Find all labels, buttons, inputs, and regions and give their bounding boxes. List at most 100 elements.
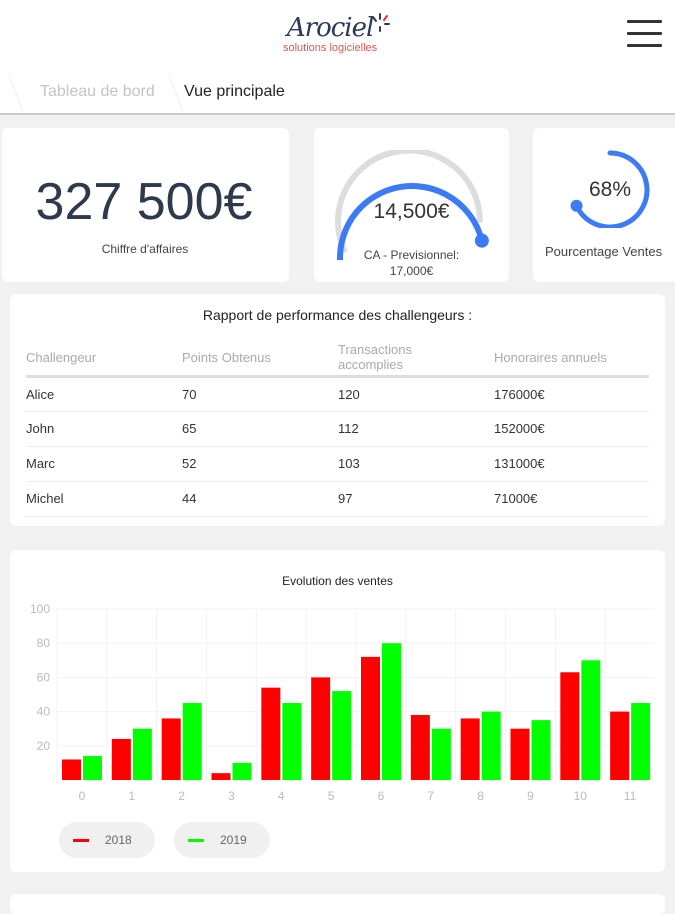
legend-2018-swatch	[73, 838, 89, 842]
bar-2019-5[interactable]	[332, 691, 352, 780]
revenue-label: Chiffre d'affaires	[101, 242, 189, 256]
breadcrumb-vue-principale: Vue principale	[184, 83, 285, 100]
chart-title: Evolution des ventes	[282, 574, 393, 588]
bar-2019-2[interactable]	[182, 703, 202, 780]
bar-2019-6[interactable]	[382, 643, 401, 780]
legend-2019[interactable]: 2019	[174, 822, 270, 858]
x-tick-label: 4	[278, 789, 285, 803]
bar-2019-3[interactable]	[232, 762, 252, 780]
bar-2018-6[interactable]	[361, 656, 380, 780]
table-cell: 152000€	[494, 411, 649, 447]
x-tick-label: 9	[527, 789, 534, 803]
breadcrumb-separator	[157, 74, 183, 110]
column-header: Challengeur	[26, 340, 182, 378]
column-header: Transactions accomplies	[338, 340, 494, 378]
logo-main-text: Arociel	[286, 13, 374, 43]
y-tick-label: 60	[37, 670, 51, 684]
legend-2018[interactable]: 2018	[59, 822, 155, 858]
legend-2018-label: 2018	[105, 833, 132, 847]
x-tick-label: 11	[624, 789, 637, 803]
y-tick-label: 80	[37, 636, 51, 650]
x-tick-label: 7	[427, 789, 434, 803]
forecast-gauge	[335, 150, 489, 260]
percentage-value: 68%	[588, 178, 632, 201]
bar-2018-2[interactable]	[161, 718, 181, 780]
x-tick-label: 2	[178, 789, 185, 803]
table-cell: 65	[182, 411, 338, 447]
table-cell: 176000€	[494, 376, 649, 412]
performance-title: Rapport de performance des challengeurs …	[202, 307, 473, 323]
table-cell: 44	[182, 481, 338, 517]
revenue-value: 327 500€	[35, 173, 253, 231]
y-tick-label: 40	[37, 705, 51, 719]
breadcrumb: Tableau de bord Vue principale	[0, 70, 675, 115]
app-header: Arociel solutions logicielles	[0, 0, 675, 70]
bar-2018-10[interactable]	[560, 672, 580, 780]
bar-2019-0[interactable]	[83, 756, 102, 780]
logo-sub-text: solutions logicielles	[283, 42, 378, 54]
x-tick-label: 6	[378, 789, 385, 803]
table-cell: 70	[182, 376, 338, 412]
table-row: Marc 52 103 131000€	[26, 446, 649, 482]
legend-2019-swatch	[188, 838, 204, 842]
bar-2018-3[interactable]	[211, 773, 231, 780]
bar-2018-9[interactable]	[510, 728, 530, 780]
bar-2019-7[interactable]	[431, 728, 451, 780]
percentage-label: Pourcentage Ventes	[545, 244, 663, 259]
x-tick-label: 0	[79, 789, 86, 803]
table-cell: 103	[338, 446, 494, 482]
table-cell: John	[26, 411, 182, 447]
bar-2018-5[interactable]	[311, 677, 331, 780]
bar-2018-1[interactable]	[111, 738, 131, 780]
bar-2019-1[interactable]	[132, 728, 152, 780]
arociel-logo[interactable]: Arociel solutions logicielles	[283, 14, 377, 54]
table-row: John 65 112 152000€	[26, 411, 649, 447]
y-tick-label: 100	[30, 602, 50, 616]
bar-2019-10[interactable]	[581, 660, 601, 780]
bar-2019-4[interactable]	[282, 703, 302, 780]
x-tick-label: 1	[128, 789, 135, 803]
bar-2018-7[interactable]	[410, 715, 430, 780]
forecast-gauge-fill	[337, 183, 485, 260]
bar-2019-8[interactable]	[481, 711, 501, 780]
bar-2018-0[interactable]	[62, 759, 81, 780]
forecast-gauge-handle	[474, 233, 489, 248]
table-cell: 120	[338, 376, 494, 412]
breadcrumb-tableau-de-bord[interactable]: Tableau de bord	[40, 83, 155, 100]
table-cell: 131000€	[494, 446, 649, 482]
percentage-ring	[570, 150, 650, 228]
table-cell: 52	[182, 446, 338, 482]
revenue-card	[2, 128, 289, 282]
bar-2018-8[interactable]	[460, 718, 480, 780]
x-tick-label: 10	[574, 789, 588, 803]
bar-2018-11[interactable]	[610, 711, 630, 780]
table-cell: 112	[338, 411, 494, 447]
legend-2019-label: 2019	[220, 833, 247, 847]
logo-spark-icon	[372, 13, 390, 32]
y-tick-label: 20	[37, 739, 51, 753]
forecast-target: 17,000€	[389, 264, 434, 278]
table-cell: Alice	[26, 376, 182, 412]
column-header: Points Obtenus	[182, 340, 338, 378]
table-row: Alice 70 120 176000€	[26, 376, 649, 412]
x-tick-label: 8	[477, 789, 484, 803]
table-cell: Marc	[26, 446, 182, 482]
bar-2019-11[interactable]	[631, 703, 651, 780]
bar-2018-4[interactable]	[261, 687, 281, 780]
forecast-label: CA - Previsionnel: 17,000€	[314, 247, 509, 279]
table-row: Michel 44 97 71000€	[26, 481, 649, 517]
table-cell: 71000€	[494, 481, 649, 517]
sales-bar-chart: 20 40 60 80 100 0 1 2 3 4 5 6 7 8 9 10 11	[30, 602, 655, 803]
table-cell: 97	[338, 481, 494, 517]
x-tick-label: 5	[328, 789, 335, 803]
forecast-value: 14,500€	[373, 200, 450, 223]
next-card	[10, 894, 665, 914]
performance-table: Challengeur Points Obtenus Transactions …	[26, 340, 649, 517]
table-cell: Michel	[26, 481, 182, 517]
column-header: Honoraires annuels	[494, 340, 649, 378]
hamburger-menu-button[interactable]	[627, 20, 662, 48]
breadcrumb-separator	[0, 74, 23, 110]
bar-2019-9[interactable]	[531, 720, 551, 780]
percentage-card	[533, 128, 675, 282]
forecast-label-text: CA - Previsionnel:	[363, 248, 460, 262]
